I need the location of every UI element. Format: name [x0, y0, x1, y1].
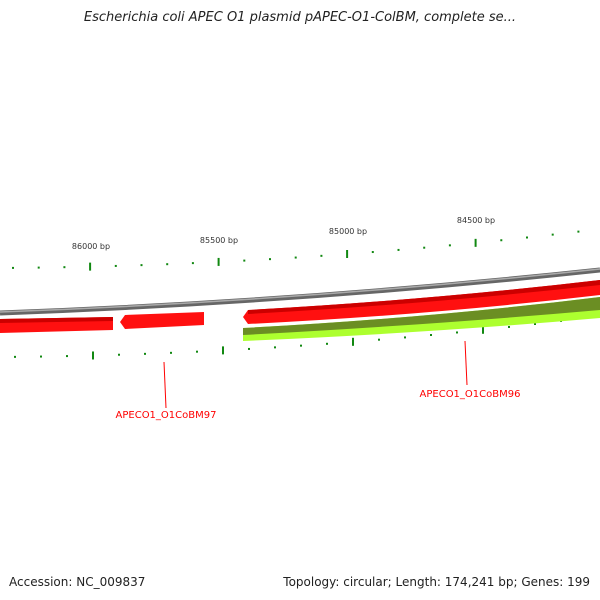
scale-label-85000: 85000 bp — [329, 227, 367, 236]
accession-label: Accession: NC_009837 — [9, 575, 146, 589]
gene-96-leader — [464, 340, 468, 386]
scale-label-84500: 84500 bp — [457, 216, 495, 225]
topology-info: Topology: circular; Length: 174,241 bp; … — [283, 575, 590, 589]
gene-97-leader — [163, 361, 167, 409]
gene-label-96[interactable]: APECO1_O1CoBM96 — [420, 389, 521, 400]
gene-label-97[interactable]: APECO1_O1CoBM97 — [116, 410, 217, 421]
scale-label-86000: 86000 bp — [72, 242, 110, 251]
scale-label-85500: 85500 bp — [200, 236, 238, 245]
gene-feature-97 — [120, 312, 204, 329]
backbone-track — [0, 267, 600, 316]
map-title: Escherichia coli APEC O1 plasmid pAPEC-O… — [83, 10, 517, 25]
